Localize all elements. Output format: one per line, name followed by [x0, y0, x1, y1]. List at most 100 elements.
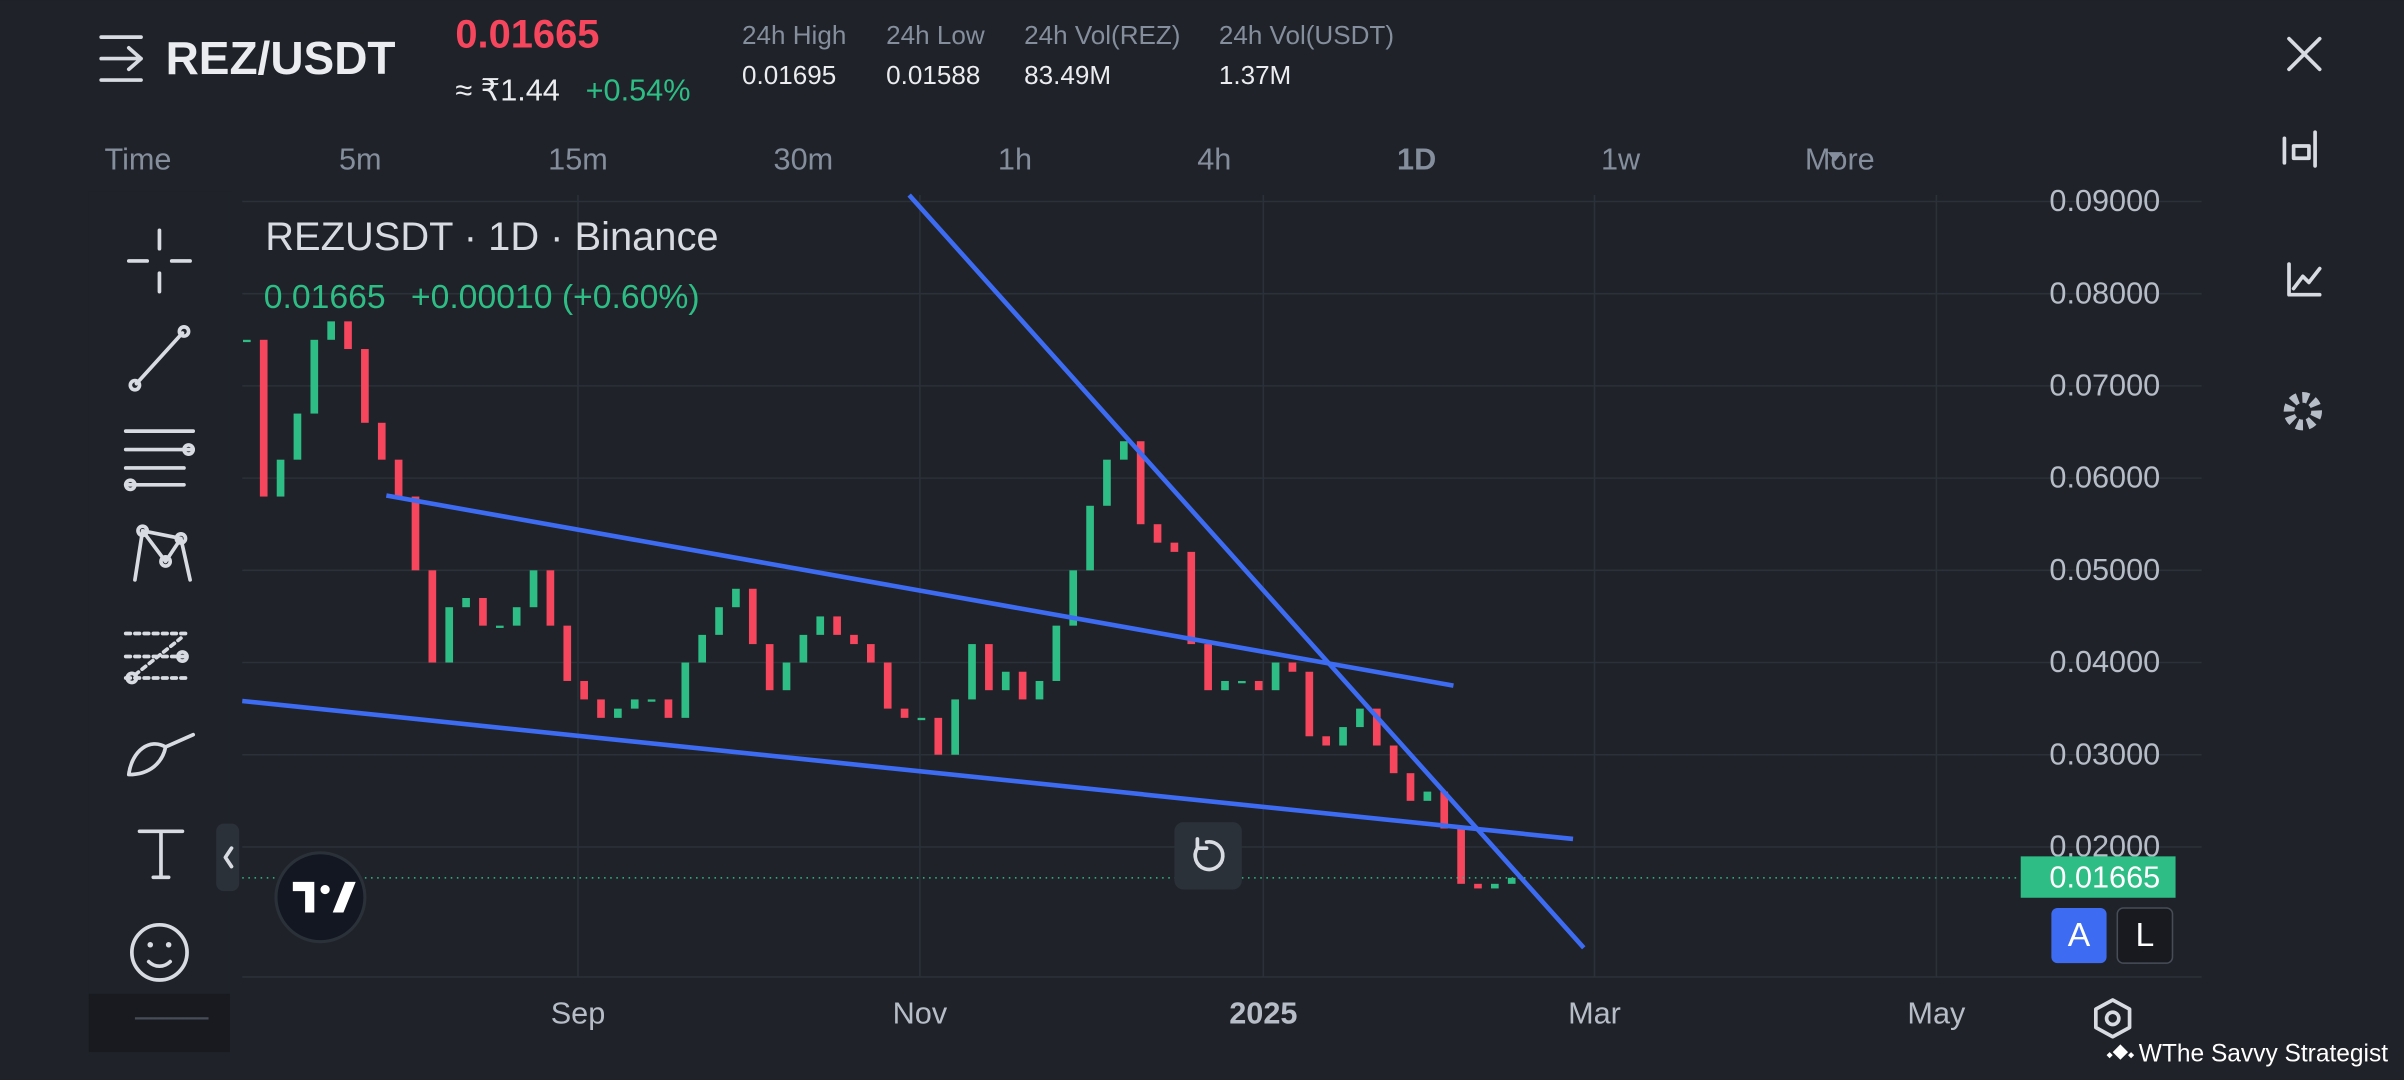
- scale-button-label[interactable]: A: [2068, 916, 2091, 954]
- scale-button-label[interactable]: L: [2136, 916, 2155, 954]
- candle-down: [1254, 680, 1263, 691]
- candle-up: [1086, 505, 1094, 571]
- candle-up: [951, 699, 959, 755]
- brush-tool[interactable]: [126, 732, 196, 777]
- candle-up: [327, 321, 335, 340]
- candle-down: [1372, 708, 1381, 746]
- candle-up: [1119, 441, 1128, 460]
- candle-down: [1170, 542, 1179, 552]
- candle-down: [985, 644, 993, 691]
- candle-down: [765, 644, 774, 691]
- trendline-tool[interactable]: [128, 325, 191, 392]
- candle-down: [1322, 736, 1331, 746]
- y-tick-label: 0.05000: [2049, 553, 2160, 587]
- candle-down: [1305, 671, 1314, 737]
- candle-down: [1440, 791, 1449, 829]
- crosshair-tool[interactable]: [126, 228, 192, 294]
- stat-value: 1.37M: [1219, 60, 1291, 90]
- candle-up: [495, 625, 504, 628]
- candle-up: [1271, 662, 1280, 691]
- candle-down: [411, 496, 420, 571]
- candle-up: [799, 634, 808, 663]
- candle-down: [580, 680, 588, 700]
- candle-down: [394, 459, 403, 497]
- candle-down: [664, 699, 673, 718]
- stat-label: 24h Vol(USDT): [1219, 20, 1394, 50]
- trend-line: [242, 698, 1574, 842]
- pattern-tool[interactable]: [133, 524, 192, 582]
- emoji-tool[interactable]: [130, 922, 189, 982]
- close-icon[interactable]: [2287, 36, 2322, 72]
- scale-button[interactable]: [2116, 907, 2174, 964]
- candle-down: [597, 699, 605, 718]
- candle-down: [867, 644, 875, 663]
- timeframe-tab[interactable]: 30m: [774, 142, 834, 176]
- stat-value: 0.01588: [886, 60, 980, 90]
- candle-up: [698, 634, 707, 663]
- candle-down: [1136, 441, 1145, 525]
- candle-down: [883, 662, 892, 709]
- watermark: WThe Savvy Strategist: [2139, 1041, 2389, 1068]
- candle-up: [243, 339, 251, 343]
- text-tool[interactable]: [137, 829, 185, 880]
- lines-tool[interactable]: [123, 429, 196, 492]
- candle-up: [1103, 459, 1111, 506]
- inr-price: ≈ ₹1.44: [455, 73, 560, 107]
- y-tick-label: 0.07000: [2049, 369, 2160, 403]
- scale-button[interactable]: [2051, 907, 2107, 964]
- candle-down: [833, 616, 841, 635]
- pair-name[interactable]: REZ/USDT: [166, 32, 396, 84]
- x-tick-label: Nov: [893, 996, 948, 1030]
- candle-up: [310, 339, 319, 414]
- y-tick-label: 0.03000: [2049, 737, 2160, 771]
- stat-value: 0.01695: [742, 60, 836, 90]
- candle-down: [748, 588, 757, 645]
- candle-up: [647, 699, 656, 702]
- timeframe-tab[interactable]: More: [1805, 142, 1875, 176]
- candle-up: [1238, 680, 1246, 684]
- timeframe-tab[interactable]: 1D: [1397, 142, 1436, 176]
- candle-down: [900, 708, 909, 718]
- candle-up: [1423, 791, 1432, 801]
- toolbar: [88, 191, 230, 1051]
- candle-up: [1491, 883, 1499, 889]
- stat-label: 24h Vol(REZ): [1024, 20, 1180, 50]
- candle-up: [1069, 570, 1078, 626]
- stat-label: 24h High: [742, 20, 846, 50]
- y-tick-label: 0.06000: [2049, 461, 2160, 495]
- timeframe-tab[interactable]: 15m: [548, 142, 608, 176]
- timeframe-tab[interactable]: 4h: [1197, 142, 1231, 176]
- chart-title: REZUSDT · 1D · Binance: [265, 215, 718, 259]
- legend-change: +0.00010 (+0.60%): [411, 278, 700, 316]
- y-tick-label: 0.08000: [2049, 276, 2160, 310]
- fib-tool[interactable]: [123, 631, 189, 685]
- candle-down: [428, 570, 437, 663]
- candle-up: [293, 413, 302, 460]
- candle-up: [816, 616, 825, 635]
- more-arrow: [1827, 152, 1843, 162]
- logo-icon: [2093, 998, 2132, 1039]
- candle-down: [1153, 524, 1162, 543]
- menu-icon[interactable]: [99, 35, 143, 82]
- y-tick-label: 0.09000: [2049, 184, 2160, 218]
- indicator-icon[interactable]: [2282, 130, 2317, 168]
- candle-down: [1474, 883, 1482, 889]
- tradingview-logo[interactable]: [274, 851, 367, 944]
- timeframe-tab[interactable]: 1w: [1601, 142, 1641, 176]
- candle-down: [1406, 773, 1415, 801]
- reset-button[interactable]: [1174, 822, 1242, 890]
- timeframe-tab[interactable]: Time: [104, 142, 171, 176]
- chart-type-icon[interactable]: [2287, 262, 2322, 297]
- x-tick-label: Mar: [1568, 996, 1621, 1030]
- collapse-toolbar[interactable]: [216, 823, 240, 892]
- toolbar-footer: [88, 993, 230, 1053]
- stat-label: 24h Low: [886, 20, 985, 50]
- timeframe-tab[interactable]: 5m: [339, 142, 382, 176]
- candle-up: [782, 662, 791, 691]
- candle-up: [630, 699, 639, 709]
- settings-icon[interactable]: [2283, 392, 2322, 431]
- x-tick-label: 2025: [1229, 996, 1297, 1030]
- candle-down: [377, 422, 386, 460]
- timeframe-tab[interactable]: 1h: [998, 142, 1032, 176]
